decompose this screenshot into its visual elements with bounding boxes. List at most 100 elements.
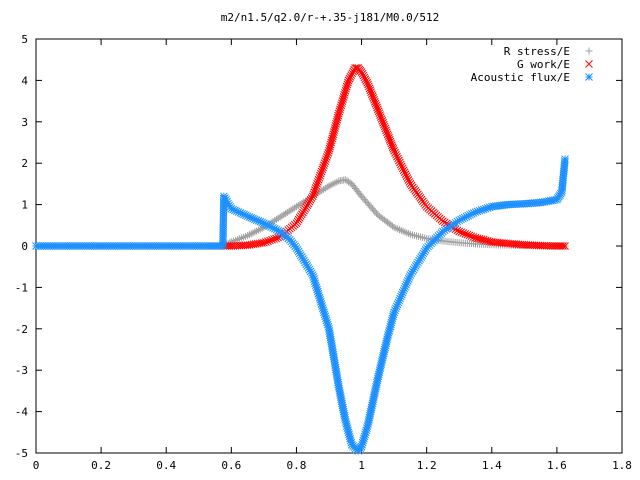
data-point [314,175,323,184]
data-point [318,187,326,195]
data-point [392,150,400,159]
data-point [306,196,315,204]
data-point [398,164,407,173]
x-tick-label: 1.4 [482,459,502,472]
data-point [324,148,333,157]
series-2 [32,155,569,455]
data-point [405,178,414,186]
data-point [304,199,313,208]
data-point [273,215,281,223]
data-point [294,215,303,224]
data-point [292,219,301,228]
data-point [260,238,268,247]
y-tick-label: 3 [21,116,28,129]
data-point [469,209,478,217]
data-point [249,229,257,237]
data-point [397,226,405,234]
data-point [344,76,353,85]
x-tick-label: 0 [33,459,40,472]
data-point [302,203,311,211]
data-point [391,148,399,157]
data-point [299,208,307,217]
data-point [303,201,312,210]
x-tick-label: 1.2 [417,459,437,472]
data-point [266,236,274,245]
data-point [455,227,464,236]
data-point [253,227,261,235]
data-point [361,75,370,84]
data-point [345,74,354,83]
data-point [390,146,398,155]
data-point [251,228,259,236]
data-point [280,211,288,219]
data-point [323,183,331,191]
legend-marker [585,73,593,81]
y-axis: -5 -4 -3 -2 -1 0 1 2 3 4 5 [15,33,622,460]
data-point [289,205,297,213]
data-point [282,210,290,218]
data-point [293,217,302,226]
data-point [394,225,402,233]
data-point [321,184,329,192]
data-point [359,71,368,80]
data-point [285,207,293,215]
x-tick-label: 0.6 [221,459,241,472]
y-tick-label: -4 [15,406,29,419]
data-point [316,171,324,180]
data-point [292,203,300,211]
legend-marker [585,47,593,55]
data-point [307,194,316,202]
y-tick-label: 4 [21,74,28,87]
data-point [318,165,327,174]
data-point [396,160,405,169]
data-point [322,153,331,161]
data-point [399,227,407,235]
data-point [291,204,299,212]
data-point [296,212,305,220]
data-point [403,229,411,237]
y-tick-label: -1 [15,281,28,294]
data-point [457,228,466,237]
data-point [346,72,355,81]
data-point [244,232,252,240]
data-point [389,145,398,153]
data-point [319,163,327,172]
data-point [308,192,317,201]
data-point [400,168,409,177]
data-point [298,210,306,219]
data-point [360,73,369,82]
data-point [295,213,304,222]
data-point [322,155,330,163]
y-tick-label: 2 [21,157,28,170]
data-point [461,229,470,238]
data-point [403,174,412,182]
legend-label: Acoustic flux/E [471,71,570,84]
data-point [392,224,400,232]
data-point [394,154,402,163]
data-point [300,206,308,215]
data-point [358,70,367,78]
x-tick-label: 1.6 [547,459,567,472]
data-point [351,64,359,72]
data-point [271,216,279,224]
data-point [401,228,409,236]
data-point [357,68,366,76]
data-point [315,173,324,182]
data-point [320,185,328,193]
data-point [270,235,278,243]
data-point [390,223,398,231]
data-point [310,188,319,197]
data-point [301,205,309,213]
legend-label: G work/E [517,58,570,71]
data-point [397,162,406,171]
data-point [561,155,569,163]
data-point [317,169,325,178]
y-tick-label: -5 [15,447,28,460]
data-point [321,157,330,165]
data-point [256,225,264,233]
x-tick-label: 1.8 [612,459,632,472]
series-layer [32,64,569,455]
data-point [465,231,474,240]
